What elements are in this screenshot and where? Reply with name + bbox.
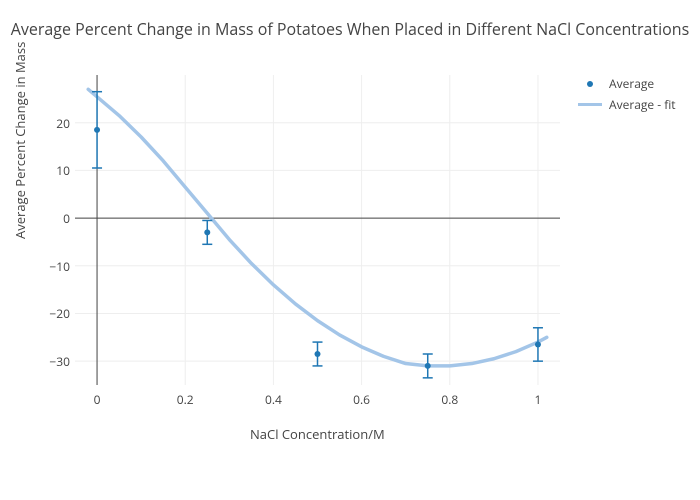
xtick-label: 0.6 (352, 391, 372, 408)
ytick-label: 20 (40, 115, 70, 132)
plot-area (75, 75, 560, 385)
legend-item-fit[interactable]: Average - fit (575, 96, 676, 113)
legend: Average Average - fit (575, 75, 676, 117)
xtick-label: 0.8 (440, 391, 460, 408)
chart-title: Average Percent Change in Mass of Potato… (0, 18, 700, 40)
dot-icon (587, 81, 593, 87)
ytick-label: −20 (40, 305, 70, 322)
legend-item-average[interactable]: Average (575, 75, 676, 92)
ytick-label: 0 (40, 210, 70, 227)
xtick-label: 0.2 (175, 391, 195, 408)
ytick-label: −30 (40, 353, 70, 370)
ytick-label: −10 (40, 258, 70, 275)
x-axis-label: NaCl Concentration/M (250, 425, 380, 443)
ytick-label: 10 (40, 162, 70, 179)
plot-svg (75, 75, 560, 385)
legend-label-average: Average (609, 75, 654, 92)
legend-label-fit: Average - fit (609, 96, 676, 113)
xtick-label: 1 (528, 391, 548, 408)
legend-marker-line (575, 103, 605, 106)
xtick-label: 0.4 (263, 391, 283, 408)
legend-marker-dot (575, 81, 605, 87)
line-icon (578, 103, 602, 106)
xtick-label: 0 (87, 391, 107, 408)
y-axis-label: Average Percent Change in Mass (11, 42, 29, 239)
